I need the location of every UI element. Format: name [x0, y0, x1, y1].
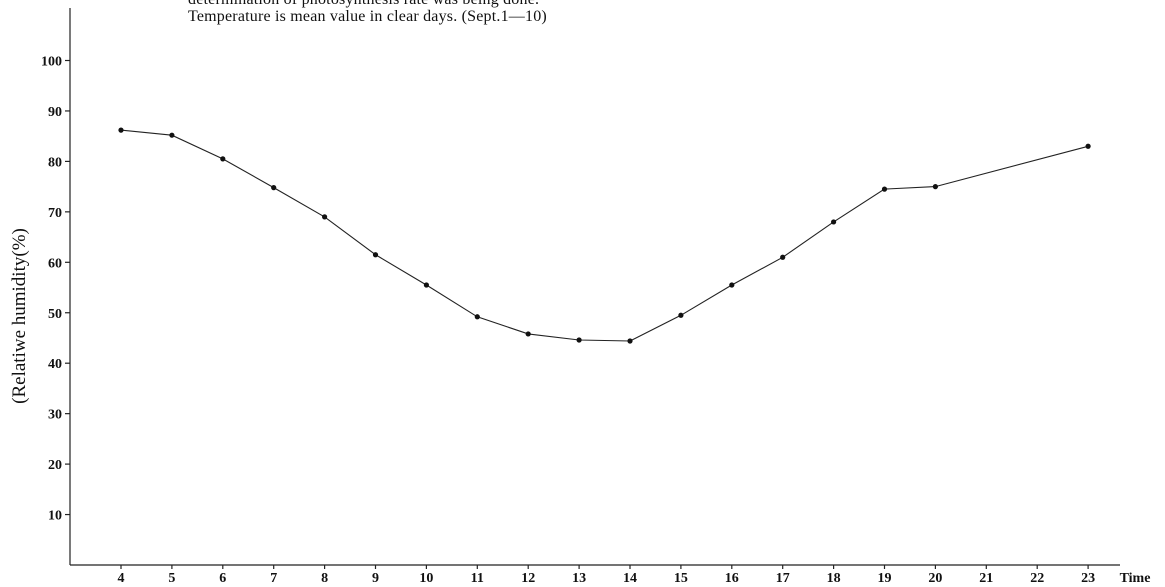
- humidity-data-point: [729, 282, 735, 288]
- y-tick-label: 10: [48, 509, 62, 524]
- y-tick-label: 60: [48, 256, 62, 271]
- x-tick-label: 23: [1081, 571, 1095, 586]
- humidity-data-point: [881, 186, 888, 192]
- humidity-data-point: [423, 282, 429, 288]
- y-tick-label: 40: [48, 357, 62, 372]
- humidity-data-point: [169, 132, 175, 138]
- humidity-data-point: [1085, 143, 1091, 149]
- humidity-data-point: [932, 184, 939, 190]
- x-tick-label: 16: [725, 571, 739, 586]
- humidity-data-point: [220, 156, 226, 162]
- y-tick-label: 50: [48, 307, 62, 322]
- x-tick-label: 14: [623, 571, 637, 586]
- humidity-data-point: [780, 254, 786, 260]
- y-tick-label: 20: [48, 458, 62, 473]
- humidity-data-point: [576, 337, 582, 343]
- x-tick-label: 21: [979, 571, 993, 586]
- humidity-data-point: [118, 127, 124, 133]
- x-tick-label: 11: [471, 571, 484, 586]
- humidity-data-point: [831, 219, 837, 225]
- chart-caption-line-2: Temperature is mean value in clear days.…: [188, 8, 547, 25]
- humidity-data-point: [678, 312, 684, 318]
- humidity-data-point: [322, 214, 328, 220]
- humidity-series-line: [120, 129, 1089, 342]
- humidity-data-point: [627, 338, 633, 344]
- x-tick-label: 15: [674, 571, 688, 586]
- x-axis-label: Time: [1120, 571, 1151, 586]
- x-tick-label: 8: [321, 571, 328, 586]
- x-tick-label: 6: [219, 571, 226, 586]
- y-tick-label: 100: [41, 55, 62, 70]
- y-tick-label: 70: [48, 206, 62, 221]
- x-tick-label: 7: [270, 571, 277, 586]
- x-tick-label: 17: [776, 571, 790, 586]
- humidity-data-point: [474, 314, 480, 320]
- y-tick-label: 80: [48, 155, 62, 170]
- x-tick-label: 13: [572, 571, 586, 586]
- y-tick-label: 30: [48, 408, 62, 423]
- x-tick-label: 20: [928, 571, 942, 586]
- humidity-data-point: [271, 185, 277, 191]
- x-tick-label: 4: [118, 571, 125, 586]
- x-tick-label: 9: [372, 571, 379, 586]
- x-tick-label: 5: [168, 571, 175, 586]
- x-tick-label: 22: [1030, 571, 1044, 586]
- x-tick-label: 10: [419, 571, 433, 586]
- humidity-data-point: [372, 252, 379, 258]
- y-tick-label: 90: [48, 105, 62, 120]
- x-tick-label: 19: [878, 571, 892, 586]
- chart-caption-line-1: determination of photosynthesis rate was…: [188, 0, 539, 9]
- humidity-data-point: [525, 331, 531, 337]
- x-tick-label: 18: [827, 571, 841, 586]
- x-tick-label: 12: [521, 571, 535, 586]
